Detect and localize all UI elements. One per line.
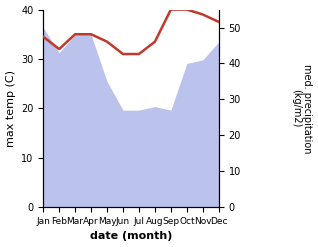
Y-axis label: med. precipitation
(kg/m2): med. precipitation (kg/m2) [291, 64, 313, 153]
Y-axis label: max temp (C): max temp (C) [5, 70, 16, 147]
X-axis label: date (month): date (month) [90, 231, 172, 242]
